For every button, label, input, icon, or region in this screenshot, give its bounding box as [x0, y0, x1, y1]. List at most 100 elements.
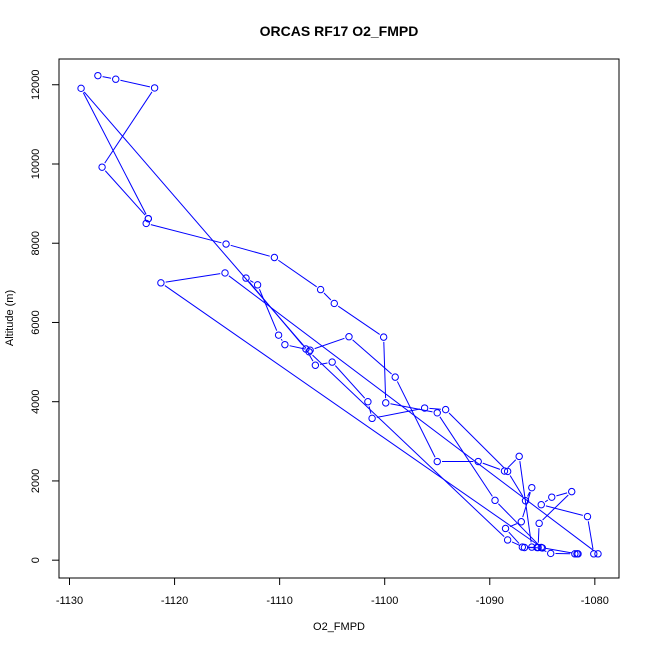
series-segment	[509, 475, 524, 497]
series-segment	[508, 531, 520, 544]
series-segment	[556, 492, 568, 497]
data-point	[528, 483, 536, 492]
data-point	[274, 331, 283, 339]
data-point	[517, 518, 525, 526]
data-point	[420, 404, 429, 412]
data-point	[364, 397, 372, 406]
data-point	[144, 214, 153, 223]
series-segment	[545, 505, 583, 516]
data-point	[221, 269, 229, 277]
data-point	[571, 550, 579, 558]
x-tick-label: -1120	[161, 595, 188, 607]
chart-title: ORCAS RF17 O2_FMPD	[260, 23, 419, 39]
series-segment	[511, 541, 521, 546]
series-segment	[545, 547, 573, 554]
data-point	[534, 543, 542, 552]
series-segment	[544, 499, 549, 503]
series-segment	[439, 416, 493, 497]
series-segment	[522, 492, 531, 518]
series-segment	[319, 362, 328, 365]
data-point	[574, 550, 582, 558]
data-point	[391, 373, 399, 381]
y-tick-label: 12000	[30, 69, 42, 100]
series-segment	[102, 76, 112, 79]
x-tick-label: -1100	[371, 595, 398, 607]
data-point	[281, 340, 289, 349]
data-point	[157, 279, 165, 287]
series-segment	[498, 503, 539, 545]
data-point	[94, 71, 102, 80]
data-point	[503, 536, 512, 544]
data-point	[568, 487, 576, 496]
data-point	[521, 497, 530, 505]
data-point	[98, 163, 106, 171]
data-point	[112, 75, 120, 83]
y-tick-label: 6000	[30, 310, 42, 334]
data-point	[594, 550, 602, 558]
series-segment	[337, 305, 380, 335]
data-point	[368, 414, 376, 423]
series-segment	[249, 280, 254, 283]
data-point	[382, 399, 390, 407]
data-point	[501, 524, 510, 533]
y-tick-label: 8000	[30, 231, 42, 255]
series-segment	[507, 459, 517, 468]
series-segment	[429, 407, 441, 410]
data-point	[538, 544, 547, 552]
x-axis: -1130 -1120 -1110 -1100 -1090 -1080	[56, 578, 609, 607]
series-segment	[150, 224, 222, 244]
series-segment	[396, 381, 436, 458]
data-point	[242, 274, 250, 282]
series-layer	[77, 71, 602, 558]
data-point	[345, 333, 353, 341]
data-point	[77, 84, 85, 93]
series-segment	[482, 462, 501, 470]
y-tick-label: 0	[30, 557, 42, 563]
data-point	[253, 281, 262, 289]
y-tick-label: 4000	[30, 389, 42, 413]
series-segment	[278, 259, 317, 288]
x-tick-label: -1090	[476, 595, 504, 607]
series-segment	[383, 341, 387, 399]
series-segment	[280, 338, 283, 341]
series-segment	[323, 292, 332, 301]
x-tick-label: -1080	[581, 595, 609, 607]
data-point	[316, 285, 325, 294]
x-axis-label: O2_FMPD	[313, 621, 365, 633]
y-axis-label: Altitude (m)	[4, 290, 16, 346]
series-segment	[83, 91, 307, 349]
series-segment	[448, 412, 505, 469]
data-point	[330, 299, 338, 308]
data-point	[583, 512, 592, 521]
x-tick-label: -1130	[56, 595, 83, 607]
data-point	[547, 549, 555, 558]
series-segment	[314, 337, 345, 350]
data-point	[515, 452, 523, 461]
series-segment	[230, 244, 270, 257]
data-point	[441, 405, 450, 414]
data-point	[150, 84, 159, 92]
series-segment	[165, 273, 221, 283]
data-point	[535, 519, 543, 528]
series-segment	[120, 79, 151, 88]
series-segment	[537, 528, 540, 543]
series-segment	[307, 352, 314, 362]
data-point	[474, 457, 482, 466]
series-segment	[587, 521, 594, 550]
y-axis: 0 2000 4000 6000 8000 10000 12000	[30, 69, 59, 563]
data-point	[270, 253, 279, 262]
series-segment	[390, 403, 433, 413]
series-segment	[82, 92, 147, 215]
data-point	[548, 493, 556, 501]
series-segment	[519, 461, 532, 543]
data-point	[222, 240, 230, 248]
data-point	[433, 409, 441, 417]
series-segment	[527, 491, 531, 497]
y-tick-label: 2000	[30, 469, 42, 493]
series-segment	[104, 91, 153, 164]
series-segment	[352, 339, 392, 375]
series-segment	[164, 285, 539, 546]
series-segment	[312, 354, 505, 538]
data-point	[500, 467, 509, 475]
data-point	[503, 467, 512, 476]
